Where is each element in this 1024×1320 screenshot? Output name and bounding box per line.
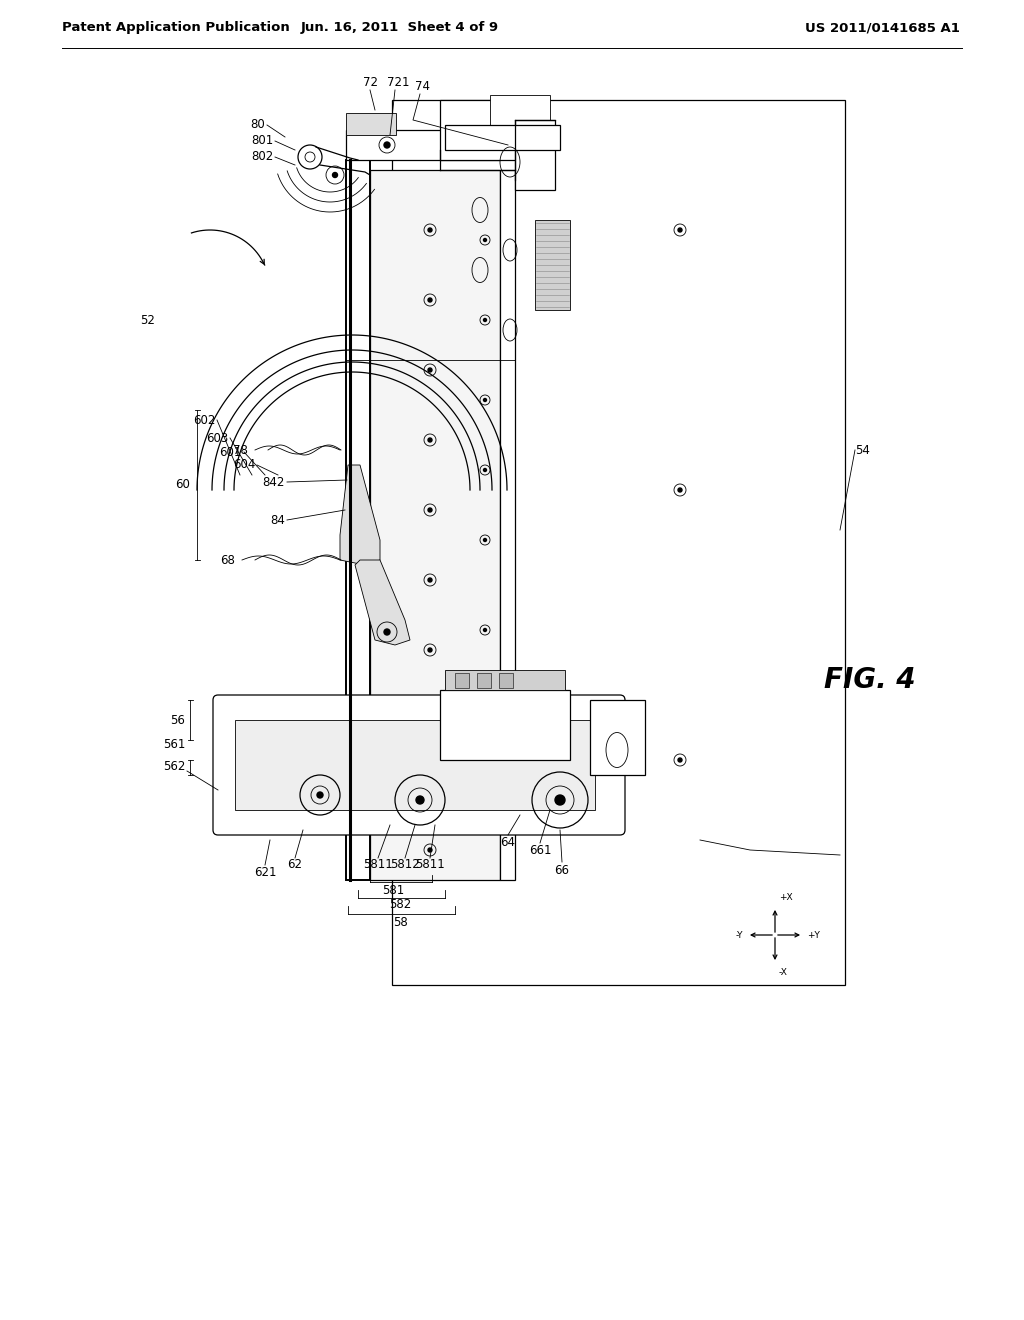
Circle shape — [428, 847, 432, 851]
Text: 561: 561 — [163, 738, 185, 751]
Text: 58: 58 — [392, 916, 408, 928]
Circle shape — [483, 469, 486, 471]
Bar — [515, 120, 555, 190]
Bar — [392, 100, 845, 985]
Bar — [477, 673, 490, 688]
Circle shape — [555, 795, 565, 805]
Text: 68: 68 — [220, 553, 234, 566]
Polygon shape — [340, 465, 380, 565]
Circle shape — [428, 228, 432, 232]
Text: 54: 54 — [855, 444, 869, 457]
Polygon shape — [355, 560, 410, 645]
Circle shape — [352, 513, 356, 517]
Text: 604: 604 — [232, 458, 255, 471]
Circle shape — [384, 143, 390, 148]
Bar — [346, 114, 396, 135]
Bar — [346, 129, 500, 160]
Text: 52: 52 — [140, 314, 155, 326]
Text: +X: +X — [779, 894, 793, 902]
Text: 801: 801 — [251, 135, 273, 148]
Text: 581: 581 — [382, 883, 404, 896]
Text: 582: 582 — [389, 899, 411, 912]
Text: 60: 60 — [175, 479, 190, 491]
Circle shape — [483, 239, 486, 242]
Circle shape — [483, 399, 486, 401]
Circle shape — [352, 478, 356, 482]
Text: 74: 74 — [416, 81, 430, 94]
FancyBboxPatch shape — [213, 696, 625, 836]
Circle shape — [483, 628, 486, 631]
Circle shape — [428, 508, 432, 512]
Text: 62: 62 — [288, 858, 302, 871]
Text: 603: 603 — [206, 432, 228, 445]
Bar — [500, 170, 515, 880]
Text: 72: 72 — [362, 77, 378, 90]
Circle shape — [428, 368, 432, 372]
Bar — [490, 95, 550, 129]
Bar — [535, 220, 570, 310]
Text: -Y: -Y — [735, 931, 743, 940]
Text: 5811: 5811 — [415, 858, 444, 871]
Text: 562: 562 — [163, 760, 185, 774]
Text: 5811: 5811 — [364, 858, 393, 871]
Text: 5812: 5812 — [390, 858, 420, 871]
Text: Jun. 16, 2011  Sheet 4 of 9: Jun. 16, 2011 Sheet 4 of 9 — [301, 21, 499, 34]
Circle shape — [678, 758, 682, 762]
Text: US 2011/0141685 A1: US 2011/0141685 A1 — [805, 21, 961, 34]
Circle shape — [428, 298, 432, 302]
Bar — [445, 125, 560, 150]
Bar — [590, 700, 645, 775]
Bar — [445, 671, 565, 690]
Circle shape — [428, 648, 432, 652]
Text: +Y: +Y — [807, 931, 820, 940]
Text: 66: 66 — [555, 863, 569, 876]
Text: 64: 64 — [501, 836, 515, 849]
Circle shape — [483, 539, 486, 541]
Bar — [234, 719, 595, 810]
Bar — [370, 170, 500, 880]
Text: 601: 601 — [219, 446, 242, 458]
Circle shape — [428, 788, 432, 792]
Text: FIG. 4: FIG. 4 — [824, 667, 915, 694]
Circle shape — [483, 709, 486, 711]
Circle shape — [416, 796, 424, 804]
Circle shape — [333, 173, 338, 177]
Text: 621: 621 — [254, 866, 276, 879]
Text: 80: 80 — [250, 119, 265, 132]
Text: 84: 84 — [270, 513, 285, 527]
Circle shape — [678, 228, 682, 232]
Bar — [440, 100, 520, 160]
Circle shape — [678, 488, 682, 492]
Text: 721: 721 — [387, 77, 410, 90]
Text: 802: 802 — [251, 150, 273, 164]
Text: 78: 78 — [233, 444, 248, 457]
Circle shape — [317, 792, 323, 799]
Circle shape — [428, 718, 432, 722]
Circle shape — [483, 779, 486, 781]
Bar — [499, 673, 513, 688]
Circle shape — [428, 578, 432, 582]
Circle shape — [428, 438, 432, 442]
Text: -X: -X — [779, 968, 787, 977]
Text: 842: 842 — [262, 475, 285, 488]
Text: 602: 602 — [193, 413, 215, 426]
Bar — [455, 673, 469, 688]
Circle shape — [483, 318, 486, 322]
Bar — [440, 690, 570, 760]
Bar — [346, 160, 370, 880]
Text: Patent Application Publication: Patent Application Publication — [62, 21, 290, 34]
Circle shape — [384, 630, 390, 635]
Text: 56: 56 — [170, 714, 185, 726]
Text: 661: 661 — [528, 843, 551, 857]
